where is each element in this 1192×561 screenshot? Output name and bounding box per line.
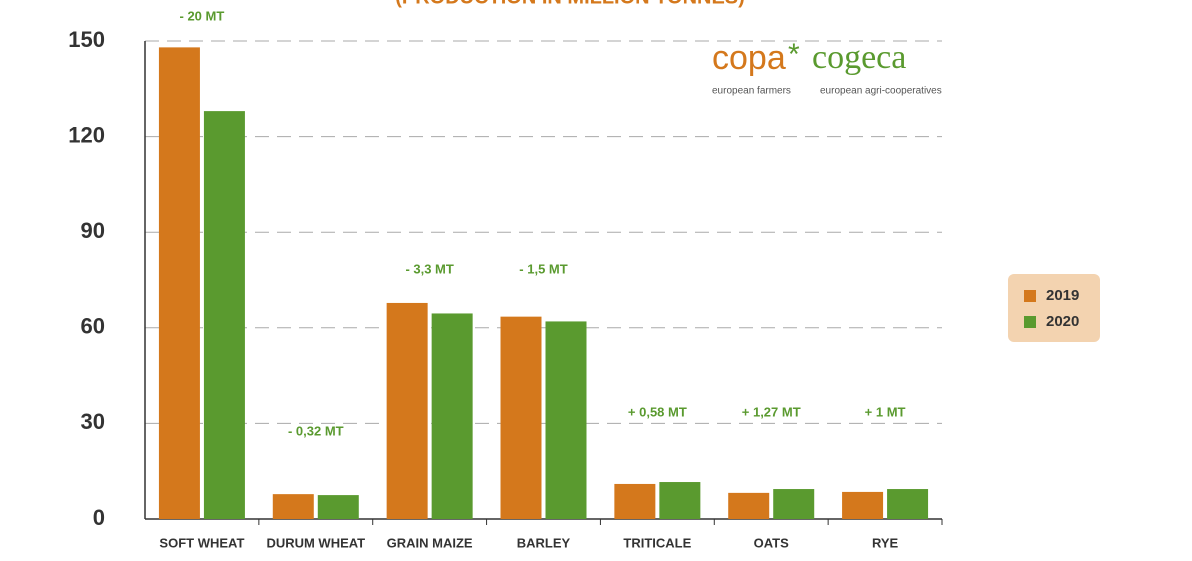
legend-label: 2019 [1046,287,1079,304]
bar [387,303,428,519]
y-tick-label: 0 [93,505,105,530]
chart: (PRODUCTION IN MILLION TONNES) copa * co… [0,0,1192,561]
logo: copa * cogeca european farmers european … [712,38,942,97]
annotation: + 0,58 MT [628,404,687,419]
bar [318,495,359,519]
legend-swatch [1024,316,1036,328]
x-tick-label: SOFT WHEAT [159,535,244,550]
x-tick-label: GRAIN MAIZE [387,535,473,550]
logo-star: * [788,38,800,71]
x-tick-label: OATS [754,535,789,550]
y-tick-label: 60 [81,314,105,339]
annotation: - 1,5 MT [519,261,567,276]
bar [659,482,700,519]
logo-caption: european farmers [712,86,791,97]
x-tick-label: TRITICALE [623,535,691,550]
y-tick-label: 30 [81,409,105,434]
y-tick-label: 150 [68,27,105,52]
bar [159,47,200,519]
bar [432,313,473,519]
legend-label: 2020 [1046,313,1079,330]
logo-caption: european agri-cooperatives [820,86,942,97]
chart-title: (PRODUCTION IN MILLION TONNES) [395,0,745,8]
annotation: + 1 MT [865,404,906,419]
x-tick-label: DURUM WHEAT [266,535,365,550]
annotation: - 20 MT [180,8,225,23]
bar [501,317,542,519]
x-tick-label: RYE [872,535,899,550]
bar [887,489,928,519]
y-tick-label: 90 [81,218,105,243]
bar [614,484,655,519]
logo-left: copa [712,39,786,77]
bar [273,494,314,519]
y-tick-label: 120 [68,122,105,147]
legend-swatch [1024,290,1036,302]
x-tick-label: BARLEY [517,535,571,550]
annotation: + 1,27 MT [742,404,801,419]
logo-right: cogeca [812,39,906,76]
bar [842,492,883,519]
bar [773,489,814,519]
annotation: - 3,3 MT [405,261,453,276]
annotation: - 0,32 MT [288,423,344,438]
bar [204,111,245,519]
bar [546,321,587,519]
legend-box [1008,274,1100,342]
bar [728,493,769,519]
